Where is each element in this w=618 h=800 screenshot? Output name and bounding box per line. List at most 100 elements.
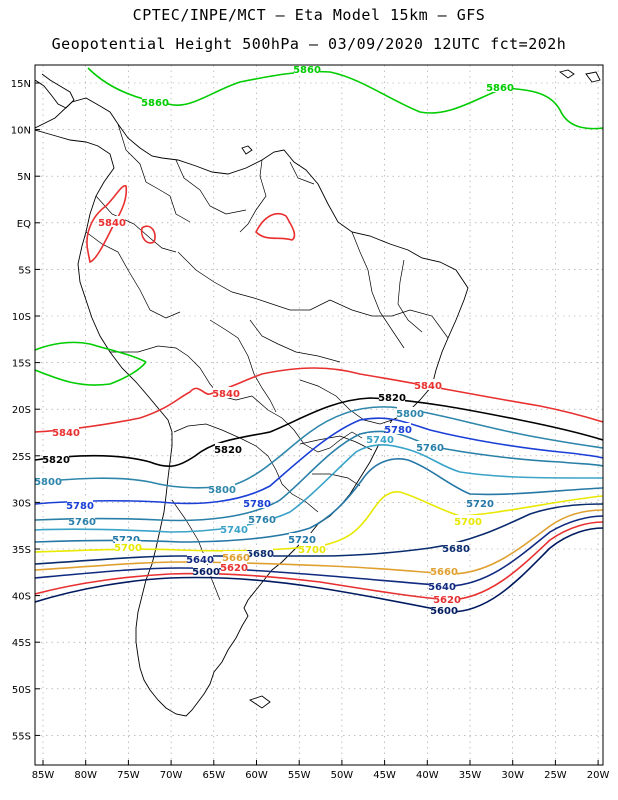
contour-label-bg: [244, 497, 270, 508]
contour-label-5840: 5840: [212, 389, 240, 400]
contour-label-bg: [443, 542, 469, 553]
country-border: [117, 123, 191, 223]
lon-tick-label: 80W: [74, 770, 97, 781]
state-border: [299, 435, 373, 451]
map-frame: [34, 64, 604, 766]
contour-label-5660: 5660: [222, 553, 250, 564]
contour-label-bg: [379, 391, 405, 402]
lon-tick-label: 50W: [331, 770, 354, 781]
contour-label-bg: [467, 497, 493, 508]
contour-label-bg: [289, 533, 315, 544]
lon-tick-label: 70W: [160, 770, 183, 781]
contour-label-bg: [221, 523, 247, 534]
lat-tick-label: 5N: [17, 172, 31, 183]
country-border: [175, 159, 247, 215]
contour-label-5640: 5640: [186, 555, 214, 566]
trinidad-island: [241, 145, 253, 155]
contour-label-5840: 5840: [98, 218, 126, 229]
contour-label-bg: [35, 475, 61, 486]
contour-label-5860: 5860: [293, 65, 321, 76]
contour-5840: [140, 225, 156, 244]
lat-tick-label: 30S: [12, 498, 31, 509]
state-border: [312, 473, 361, 487]
lat-tick-label: 15N: [11, 79, 31, 90]
lon-tick-label: 35W: [459, 770, 482, 781]
contour-label-5600: 5600: [430, 606, 458, 617]
lon-tick-label: 40W: [416, 770, 439, 781]
contour-label-5780: 5780: [66, 501, 94, 512]
lon-tick-label: 65W: [202, 770, 225, 781]
height-contours: [35, 67, 603, 613]
lat-tick-label: 45S: [12, 638, 31, 649]
lat-tick-label: 25S: [12, 452, 31, 463]
contour-label-5720: 5720: [288, 535, 316, 546]
contour-label-5840: 5840: [414, 381, 442, 392]
contour-label-bg: [415, 379, 441, 390]
contour-5840: [86, 185, 128, 264]
lon-tick-label: 25W: [544, 770, 567, 781]
contour-label-5620: 5620: [220, 563, 248, 574]
country-border: [251, 395, 363, 453]
contour-label-bg: [294, 65, 320, 74]
contour-5620: [35, 521, 603, 601]
contour-label-bg: [431, 565, 457, 576]
contour-label-5760: 5760: [416, 443, 444, 454]
country-border: [177, 251, 331, 311]
contour-5860: [35, 361, 147, 386]
contour-label-bg: [209, 483, 235, 494]
contour-label-bg: [397, 407, 423, 418]
contour-label-bg: [247, 547, 273, 558]
country-border: [209, 319, 277, 413]
contour-5840: [255, 212, 296, 241]
contour-label-bg: [43, 453, 69, 464]
state-border: [329, 299, 449, 339]
lat-tick-label: EQ: [17, 219, 31, 230]
lat-tick-label: 20S: [12, 405, 31, 416]
contour-label-bg: [385, 423, 411, 434]
contour-label-5780: 5780: [243, 499, 271, 510]
state-border: [249, 319, 341, 363]
lat-tick-label: 10S: [12, 312, 31, 323]
falkland-islands: [248, 695, 271, 709]
contour-label-bg: [417, 441, 443, 452]
contour-label-bg: [299, 543, 325, 554]
contour-label-bg: [99, 216, 125, 227]
lat-tick-label: 10N: [11, 126, 31, 137]
contour-label-bg: [487, 81, 513, 92]
contour-label-5840: 5840: [52, 428, 80, 439]
contour-5740: [35, 444, 603, 533]
contour-label-5760: 5760: [248, 515, 276, 526]
state-border: [299, 379, 393, 425]
lon-tick-label: 45W: [373, 770, 396, 781]
lon-tick-label: 85W: [32, 770, 55, 781]
lon-tick-label: 60W: [245, 770, 268, 781]
contour-label-bg: [223, 551, 249, 562]
country-border: [173, 423, 319, 513]
contour-label-5660: 5660: [430, 567, 458, 578]
contour-label-bg: [69, 515, 95, 526]
contour-5820: [35, 397, 603, 468]
country-border: [289, 161, 315, 185]
lat-tick-label: 55S: [12, 731, 31, 742]
contour-label-5600: 5600: [192, 567, 220, 578]
contour-5860: [87, 67, 603, 130]
contour-label-5780: 5780: [384, 425, 412, 436]
caribbean-island: [585, 71, 601, 83]
contour-label-bg: [113, 533, 139, 544]
contour-label-5720: 5720: [466, 499, 494, 510]
contour-5780: [35, 417, 603, 505]
contour-label-bg: [142, 96, 168, 107]
contour-label-bg: [221, 561, 247, 572]
state-border: [351, 231, 405, 349]
lat-tick-label: 40S: [12, 592, 31, 603]
lat-lon-grid: [35, 65, 603, 765]
contour-5760: [35, 430, 603, 522]
contour-label-bg: [249, 513, 275, 524]
lon-tick-label: 55W: [288, 770, 311, 781]
contour-label-5800: 5800: [34, 477, 62, 488]
contour-label-bg: [215, 443, 241, 454]
contour-label-bg: [429, 580, 455, 591]
contour-labels: 5860 5860 5860 5840 5840 5840 5840 5820 5820 5820…: [34, 65, 514, 617]
contour-label-5700: 5700: [454, 517, 482, 528]
